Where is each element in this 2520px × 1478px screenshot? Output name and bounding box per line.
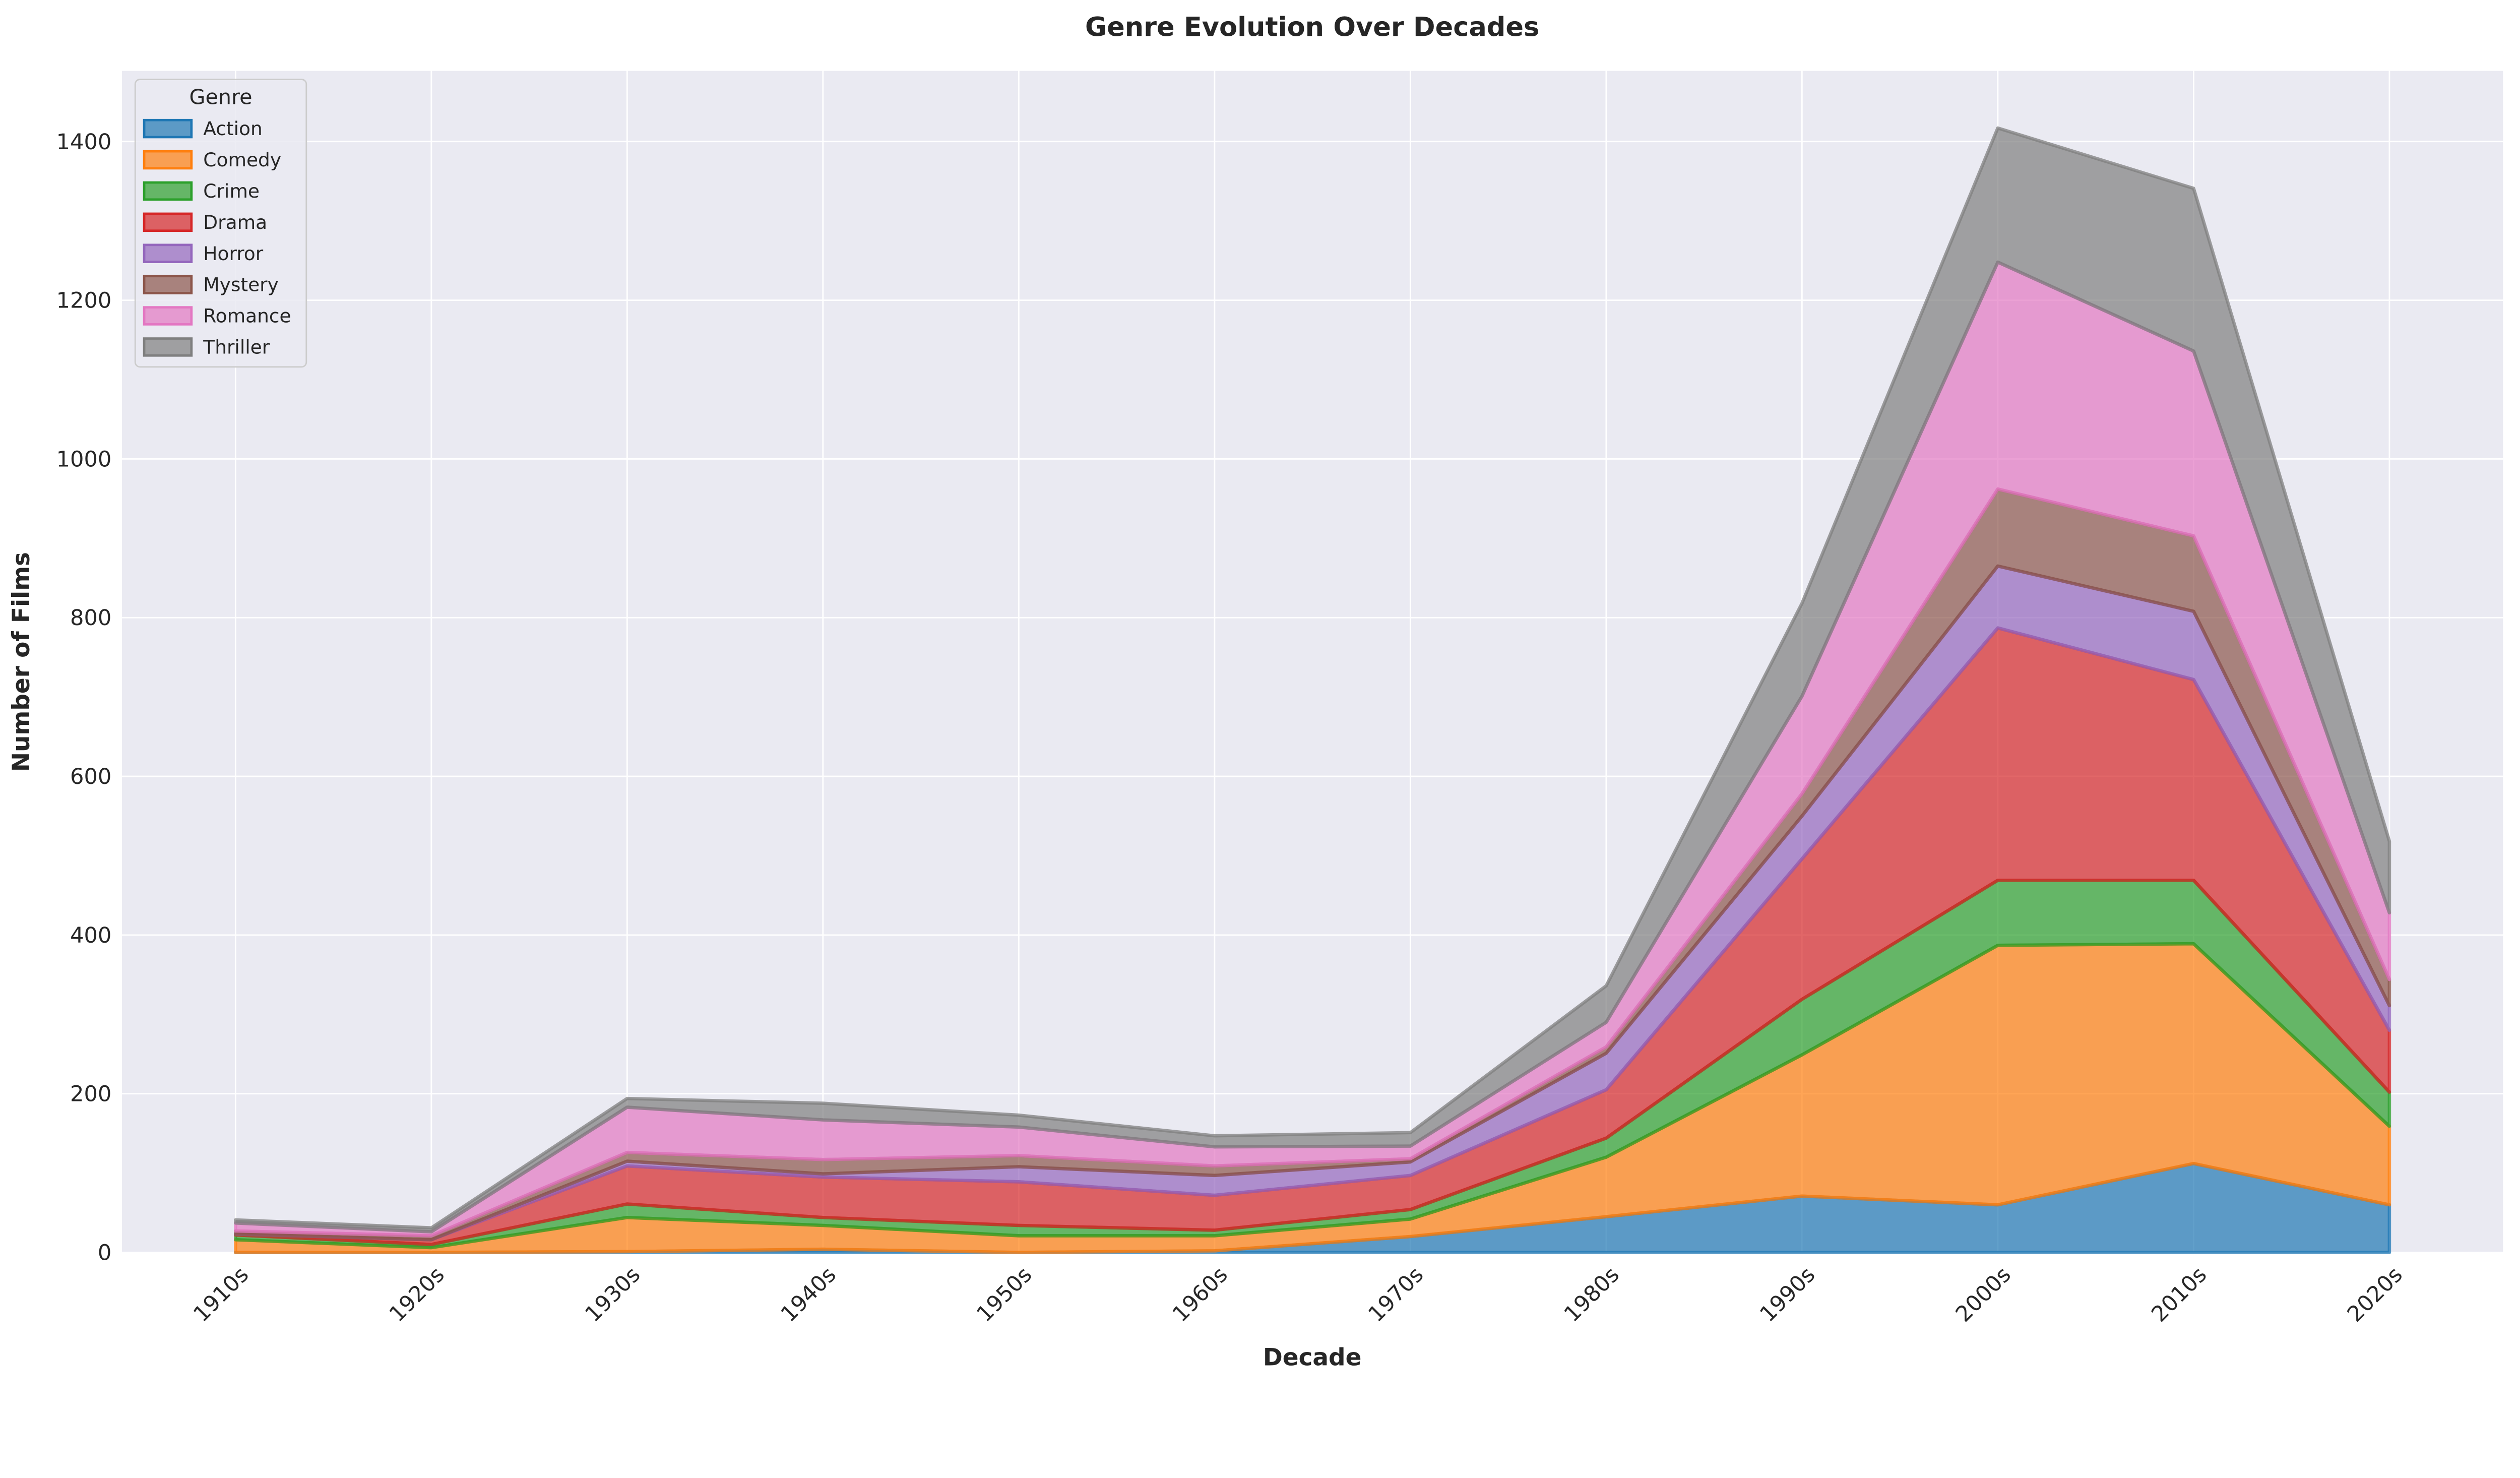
y-tick-labels: 0 200 400 600 800 1000 1200 1400 [56,130,112,1266]
y-tick-label: 400 [70,923,111,948]
x-tick-label: 1930s [580,1262,645,1327]
legend-swatch-horror [143,243,193,263]
x-tick-label: 2020s [2343,1262,2408,1327]
y-tick-label: 600 [70,764,111,789]
legend-swatch-crime [143,181,193,201]
legend-label: Thriller [203,336,270,358]
x-tick-label: 1990s [1755,1262,1820,1327]
x-tick-label: 1970s [1363,1262,1428,1327]
area-thriller [234,126,2391,1234]
legend-label: Drama [203,211,267,233]
x-tick-label: 2000s [1951,1262,2016,1327]
legend-label: Action [203,117,262,140]
legend-items: Action Comedy Crime Drama Horror Mystery Roman… [143,117,291,358]
legend-swatch-action [143,118,193,139]
stacked-area-chart: 1910s 1920s 1930s 1940s 1950s 1960s 1970s 1980s… [8,12,2503,1372]
x-tick-label: 1920s [385,1262,450,1327]
x-tick-label: 1950s [972,1262,1037,1327]
x-tick-label: 1910s [188,1262,254,1327]
legend-label: Mystery [203,274,278,296]
y-tick-label: 1400 [56,130,112,155]
legend-swatch-romance [143,306,193,326]
legend-title: Genre [190,85,253,109]
x-tick-label: 1940s [776,1262,841,1327]
area-layers [234,126,2391,1254]
x-tick-labels: 1910s 1920s 1930s 1940s 1950s 1960s 1970s 1980s… [188,1262,2407,1327]
legend-swatch-thriller [143,337,193,357]
y-tick-label: 800 [70,605,111,631]
y-tick-label: 200 [70,1082,111,1107]
legend-label: Comedy [203,149,281,171]
legend-label: Romance [203,305,291,327]
y-tick-label: 0 [98,1241,111,1266]
y-axis-label: Number of Films [8,552,35,772]
x-tick-label: 1980s [1559,1262,1624,1327]
x-tick-label: 1960s [1168,1262,1233,1327]
legend-swatch-comedy [143,150,193,170]
y-tick-label: 1200 [56,288,112,314]
legend: Genre Action Comedy Crime Drama Horror Myster… [134,79,307,368]
y-tick-label: 1000 [56,447,112,472]
chart-title: Genre Evolution Over Decades [1085,12,1539,42]
legend-swatch-mystery [143,275,193,294]
legend-label: Horror [203,242,263,265]
x-tick-label: 2010s [2147,1262,2212,1327]
legend-swatch-drama [143,212,193,232]
x-axis-label: Decade [1263,1344,1361,1372]
legend-label: Crime [203,180,260,202]
